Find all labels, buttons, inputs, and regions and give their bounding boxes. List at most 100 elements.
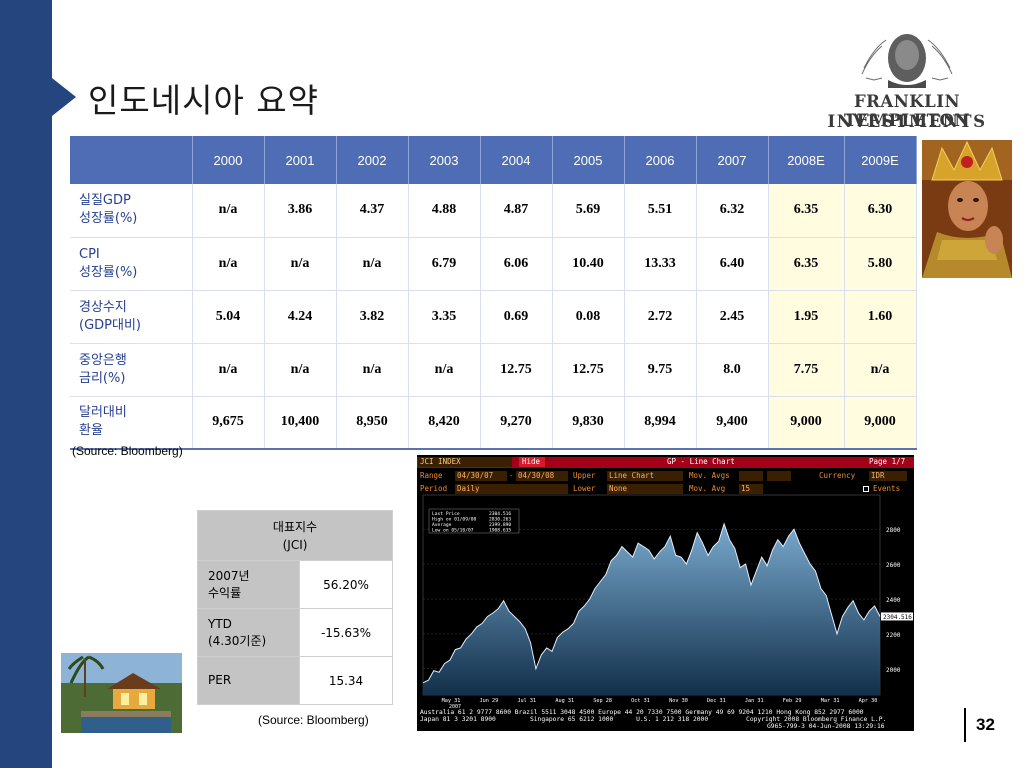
column-header: 2005 [552,136,625,184]
table-cell: 10.40 [552,237,625,291]
last-price-marker [881,612,913,621]
row-label: 경상수지 (GDP대비) [70,290,193,344]
table-cell: 9,270 [480,396,553,450]
franklin-templeton-logo: FRANKLIN TEMPLETON INVESTMENTS [804,28,1010,136]
mov-avg-field[interactable]: 15 [739,484,763,494]
column-header: 2007 [696,136,769,184]
table-cell: 1.95 [768,290,845,344]
x-tick-label: Feb 29 [783,698,802,704]
jci-row-value: -15.63% [298,608,394,657]
table-cell: 4.37 [336,184,409,238]
bloomberg-footer-line2: Japan 81 3 3201 8900 Singapore 65 6212 1… [420,716,887,723]
table-row: CPI 성장률(%) n/a n/a n/a 6.79 6.06 10.40 13.33 6.40… [70,237,917,291]
table-cell: n/a [192,343,265,397]
x-tick-label: Sep 28 [593,698,612,704]
bloomberg-function-title: GP - Line Chart [667,457,735,466]
balinese-dancer-image [922,140,1012,278]
lower-chart-field[interactable]: None [607,484,683,494]
table-cell: 9,675 [192,396,265,450]
events-checkbox[interactable] [863,486,869,492]
table-cell: 0.69 [480,290,553,344]
table-cell: 12.75 [552,343,625,397]
column-header: 2001 [264,136,337,184]
column-header: 2003 [408,136,481,184]
brand-line2: INVESTMENTS [827,112,987,131]
last-price-label: 2304.516 [883,614,912,621]
left-accent-bar [0,0,52,768]
stats-value: 1908.635 [489,528,511,534]
table-cell: n/a [336,237,409,291]
table-cell: 12.75 [480,343,553,397]
table-cell: 10,400 [264,396,337,450]
jci-row-value: 56.20% [298,560,394,609]
bloomberg-footer-line1: Australia 61 2 9777 8600 Brazil 5511 304… [420,709,864,716]
table-cell: 9,000 [768,396,845,450]
stats-value: 2399.890 [489,522,511,528]
period-label: Period [420,484,448,493]
franklin-portrait-icon [861,34,953,88]
table-cell: 9,400 [696,396,769,450]
table-row: PER 15.34 [197,656,394,705]
resort-photo-image [61,653,182,733]
table-cell: 6.32 [696,184,769,238]
stats-label: High on 01/09/08 [432,517,476,523]
table-cell: n/a [844,343,917,397]
table-row: YTD (4.30기준) -15.63% [197,608,394,657]
table-cell: 6.35 [768,184,845,238]
hide-button[interactable]: Hide [519,457,545,467]
table-cell: 0.08 [552,290,625,344]
period-field[interactable]: Daily [455,484,568,494]
bloomberg-terminal-chart: JCI INDEX Hide GP - Line Chart Page 1/7 … [417,455,914,731]
jci-source-note: (Source: Bloomberg) [258,713,369,727]
currency-field[interactable]: IDR [869,471,907,481]
x-tick-label: Nov 30 [669,698,688,704]
y-tick-label: 2400 [886,597,901,604]
table-row: 실질GDP 성장률(%) n/a 3.86 4.37 4.88 4.87 5.69 5.51 6.… [70,184,917,238]
jci-header-subtitle: (JCI) [282,537,308,552]
bloomberg-page-indicator[interactable]: Page 1/7 [869,457,906,466]
mov-avgs-field-1[interactable] [739,471,763,481]
stats-label: Low on 05/10/07 [432,528,474,534]
x-tick-label: Jan 31 [745,698,764,704]
x-tick-label: May 31 [442,698,461,704]
x-tick-label: Mar 31 [821,698,840,704]
jci-header-title: 대표지수 [272,519,318,534]
upper-chart-field[interactable]: Line Chart [607,471,683,481]
table-cell: 7.75 [768,343,845,397]
row-label: CPI 성장률(%) [70,237,193,291]
table-cell: 5.80 [844,237,917,291]
y-tick-label: 2600 [886,562,901,569]
x-tick-label: Dec 31 [707,698,726,704]
row-label: 중앙은행 금리(%) [70,343,193,397]
x-tick-label: Aug 31 [555,698,574,704]
table-cell: 6.40 [696,237,769,291]
mov-avgs-field-2[interactable] [767,471,791,481]
table-cell: 5.04 [192,290,265,344]
table-cell: 2.45 [696,290,769,344]
mov-avg-label: Mov. Avg [689,484,726,493]
ticker-field[interactable]: JCI INDEX [418,457,512,467]
title-arrow-icon [52,78,76,116]
table-row: 2007년 수익률 56.20% [197,560,394,609]
jci-row-label: PER [197,656,300,705]
column-header: 2009E [844,136,917,184]
table-cell: 8,420 [408,396,481,450]
column-header: 2004 [480,136,553,184]
page-number: 32 [964,708,995,742]
mov-avgs-label: Mov. Avgs [689,471,730,480]
x-year-label: 2007 [449,704,461,710]
range-from-field[interactable]: 04/30/07 [455,471,507,481]
table-cell: 9.75 [624,343,697,397]
x-tick-label: Apr 30 [859,698,878,704]
range-to-field[interactable]: 04/30/08 [516,471,568,481]
stats-box [428,508,520,534]
table-cell: 6.35 [768,237,845,291]
jci-row-value: 15.34 [298,656,394,705]
upper-label: Upper [573,471,596,480]
jci-row-label: YTD (4.30기준) [197,608,300,657]
brand-line1: FRANKLIN TEMPLETON [844,92,970,130]
jci-summary-table: 대표지수 (JCI) 2007년 수익률 56.20% YTD (4.30기준) -… [196,510,394,705]
table-cell: n/a [192,237,265,291]
series-line [422,522,881,684]
table-cell: 2.72 [624,290,697,344]
